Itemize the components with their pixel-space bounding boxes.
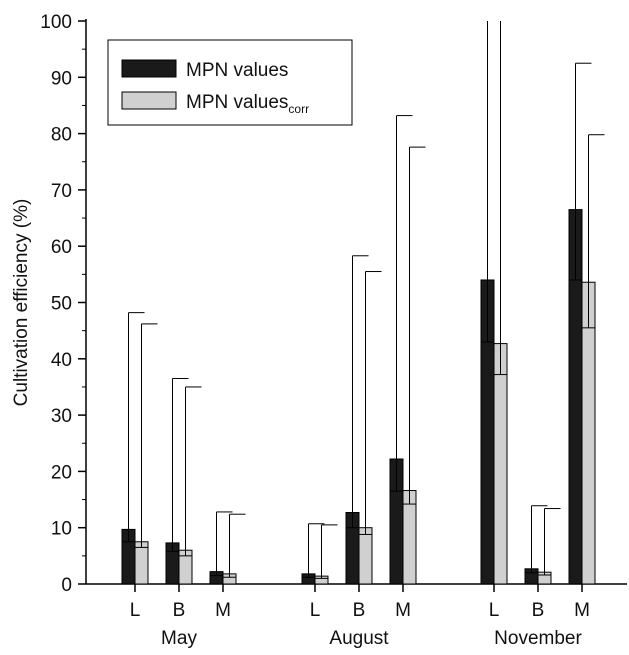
x-category-label: L [310, 600, 321, 621]
x-category-label: L [130, 600, 141, 621]
x-group-label: May [161, 628, 197, 649]
x-category-label: M [395, 600, 411, 621]
bar-august-B-mpn-corr [358, 527, 373, 585]
y-tick-label: 50 [51, 294, 72, 315]
y-tick-label: 10 [51, 519, 72, 540]
x-category-label: B [532, 600, 545, 621]
x-category-label: B [173, 600, 186, 621]
bar-may-L-mpn-corr [134, 541, 149, 585]
y-tick-label: 60 [51, 237, 72, 258]
legend-swatch [121, 59, 177, 78]
y-tick-label: 80 [51, 125, 72, 146]
y-tick-label: 30 [51, 406, 72, 427]
legend-label-subscript: corr [288, 102, 309, 116]
legend-label: MPN values [186, 60, 288, 81]
bar-august-M-mpn-corr [402, 490, 417, 585]
x-group-label: November [494, 628, 582, 649]
y-tick-label: 40 [51, 350, 72, 371]
x-category-label: L [489, 600, 500, 621]
legend-box [107, 39, 353, 126]
x-category-label: M [215, 600, 231, 621]
legend-swatch [121, 91, 177, 110]
y-tick-label: 100 [40, 12, 72, 33]
y-tick-label: 20 [51, 462, 72, 483]
y-tick-label: 90 [51, 68, 72, 89]
y-axis-title: Cultivation efficiency (%) [11, 199, 32, 407]
y-tick-label: 70 [51, 181, 72, 202]
labels: 0 10 20 30 40 50 60 70 80 90 100 Cultivation effici… [11, 12, 590, 649]
bar-november-L-mpn-corr [493, 343, 508, 585]
x-category-label: M [574, 600, 590, 621]
x-group-label: August [329, 628, 389, 649]
y-tick-label: 0 [61, 575, 72, 596]
x-category-label: B [353, 600, 366, 621]
bars [121, 21, 605, 585]
